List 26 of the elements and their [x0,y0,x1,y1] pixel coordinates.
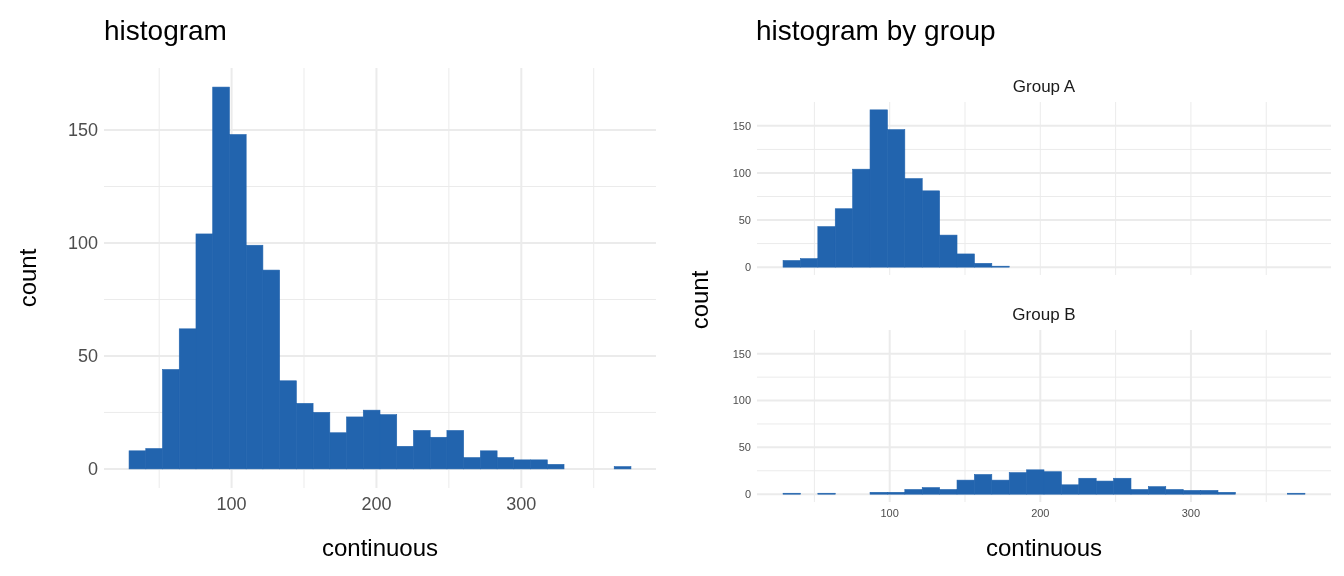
y-tick-label: 100 [732,166,751,179]
x-tick-label: 200 [361,494,392,514]
chart-subtitle: Group A [1012,77,1076,96]
x-tick-label: 300 [506,494,537,514]
x-tick-label: 300 [1181,507,1201,519]
x-tick-label: 200 [1031,507,1050,519]
y-tick-label: 0 [87,459,98,480]
y-tick-label: 50 [738,213,751,226]
y-axis-title: count [686,270,713,330]
y-tick-label: 100 [67,233,98,254]
chart-title: histogram [104,15,227,46]
y-tick-label: 50 [738,441,751,454]
x-axis-title: continuous [321,534,439,561]
y-tick-label: 150 [732,347,751,360]
y-tick-label: 0 [744,488,751,501]
y-axis-title: count [14,248,41,308]
chart-title: histogram by group [756,15,996,46]
y-tick-label: 50 [77,346,98,367]
y-tick-label: 150 [732,119,751,132]
x-tick-label: 100 [880,507,899,519]
y-tick-label: 150 [67,120,98,141]
x-axis-title: continuous [985,534,1103,561]
y-tick-label: 0 [744,260,751,273]
y-tick-label: 100 [732,394,751,407]
chart-subtitle: Group B [1012,305,1076,324]
x-tick-label: 100 [216,494,247,514]
